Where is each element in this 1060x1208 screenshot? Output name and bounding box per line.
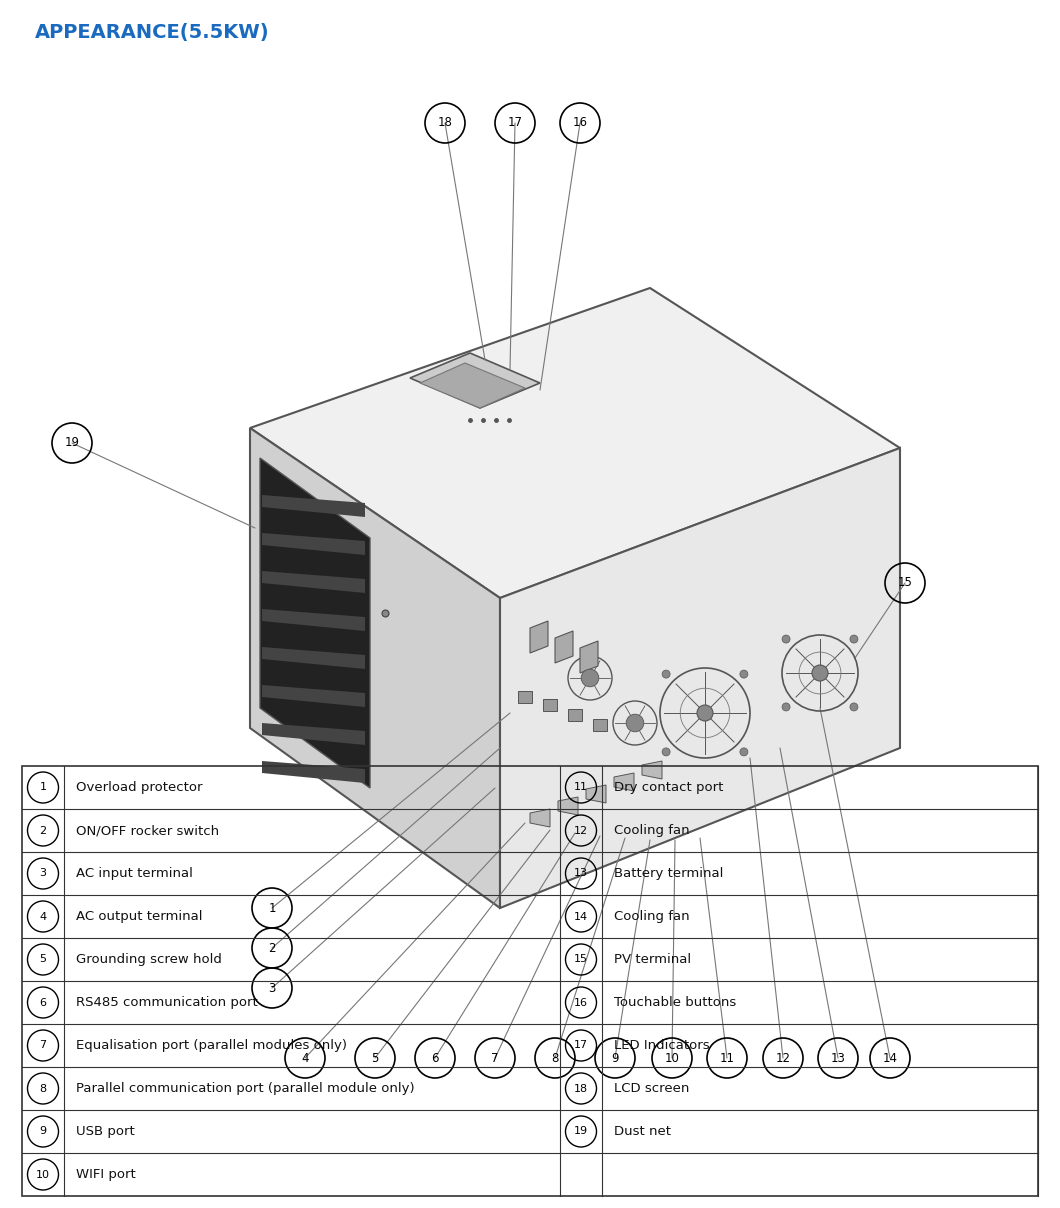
Text: 13: 13 — [831, 1051, 846, 1064]
Bar — [22, 766, 1038, 1196]
Text: 10: 10 — [36, 1169, 50, 1179]
Polygon shape — [410, 353, 540, 408]
Circle shape — [740, 670, 748, 678]
Bar — [568, 709, 582, 721]
Text: Cooling fan: Cooling fan — [614, 910, 690, 923]
Text: 8: 8 — [551, 1051, 559, 1064]
Text: 3: 3 — [268, 981, 276, 994]
Text: 7: 7 — [491, 1051, 499, 1064]
Text: 12: 12 — [573, 825, 588, 836]
Polygon shape — [262, 533, 365, 554]
Text: 6: 6 — [39, 998, 47, 1007]
Text: RS485 communication port: RS485 communication port — [76, 997, 258, 1009]
Text: Dry contact port: Dry contact port — [614, 782, 723, 794]
Circle shape — [697, 705, 713, 721]
Text: LED Indicators: LED Indicators — [614, 1039, 709, 1052]
Polygon shape — [262, 495, 365, 517]
Circle shape — [782, 703, 790, 712]
Text: Grounding screw hold: Grounding screw hold — [76, 953, 222, 966]
Polygon shape — [262, 647, 365, 669]
Circle shape — [581, 669, 599, 687]
Polygon shape — [262, 685, 365, 707]
Polygon shape — [262, 571, 365, 593]
Polygon shape — [530, 809, 550, 827]
Text: 16: 16 — [572, 116, 587, 129]
Polygon shape — [500, 448, 900, 908]
Text: PV terminal: PV terminal — [614, 953, 691, 966]
Text: 2: 2 — [39, 825, 47, 836]
Polygon shape — [420, 362, 525, 408]
Text: 4: 4 — [39, 912, 47, 922]
Circle shape — [662, 748, 670, 756]
Polygon shape — [642, 761, 662, 779]
Text: 11: 11 — [720, 1051, 735, 1064]
Circle shape — [626, 714, 643, 732]
Text: APPEARANCE(5.5KW): APPEARANCE(5.5KW) — [35, 23, 269, 42]
Bar — [543, 699, 556, 712]
Text: 1: 1 — [39, 783, 47, 792]
Polygon shape — [260, 458, 370, 788]
Text: 11: 11 — [575, 783, 588, 792]
Text: Battery terminal: Battery terminal — [614, 867, 723, 879]
Polygon shape — [262, 609, 365, 631]
Text: 7: 7 — [39, 1040, 47, 1051]
Text: 9: 9 — [39, 1127, 47, 1137]
Circle shape — [740, 748, 748, 756]
Polygon shape — [586, 785, 606, 803]
Text: 12: 12 — [776, 1051, 791, 1064]
Polygon shape — [250, 288, 900, 598]
Text: 17: 17 — [508, 116, 523, 129]
Circle shape — [850, 635, 858, 643]
Text: AC output terminal: AC output terminal — [76, 910, 202, 923]
Polygon shape — [262, 761, 365, 783]
Polygon shape — [558, 797, 578, 815]
Bar — [593, 719, 607, 731]
Text: 5: 5 — [39, 954, 47, 964]
Text: 6: 6 — [431, 1051, 439, 1064]
Text: 15: 15 — [575, 954, 588, 964]
Text: 14: 14 — [883, 1051, 898, 1064]
Text: 18: 18 — [438, 116, 453, 129]
Circle shape — [662, 670, 670, 678]
Polygon shape — [250, 428, 500, 908]
Polygon shape — [614, 773, 634, 791]
Text: 18: 18 — [573, 1084, 588, 1093]
Text: Dust net: Dust net — [614, 1125, 671, 1138]
Polygon shape — [262, 724, 365, 745]
Text: Equalisation port (parallel modules only): Equalisation port (parallel modules only… — [76, 1039, 347, 1052]
Bar — [518, 691, 532, 703]
Text: 3: 3 — [39, 869, 47, 878]
Text: 10: 10 — [665, 1051, 679, 1064]
Text: 15: 15 — [898, 576, 913, 590]
Text: LCD screen: LCD screen — [614, 1082, 689, 1094]
Text: 2: 2 — [268, 941, 276, 954]
Text: 13: 13 — [575, 869, 588, 878]
Circle shape — [782, 635, 790, 643]
Text: USB port: USB port — [76, 1125, 135, 1138]
Text: Cooling fan: Cooling fan — [614, 824, 690, 837]
Text: ON/OFF rocker switch: ON/OFF rocker switch — [76, 824, 219, 837]
Text: Parallel communication port (parallel module only): Parallel communication port (parallel mo… — [76, 1082, 414, 1094]
Text: 5: 5 — [371, 1051, 378, 1064]
Text: Overload protector: Overload protector — [76, 782, 202, 794]
Text: 14: 14 — [573, 912, 588, 922]
Text: 19: 19 — [65, 436, 80, 449]
Text: 8: 8 — [39, 1084, 47, 1093]
Polygon shape — [580, 641, 598, 673]
Text: 16: 16 — [575, 998, 588, 1007]
Polygon shape — [530, 621, 548, 654]
Text: 4: 4 — [301, 1051, 308, 1064]
Circle shape — [850, 703, 858, 712]
Text: 1: 1 — [268, 901, 276, 914]
Polygon shape — [555, 631, 573, 663]
Circle shape — [812, 664, 828, 681]
Text: 9: 9 — [612, 1051, 619, 1064]
Text: Touchable buttons: Touchable buttons — [614, 997, 737, 1009]
Text: WIFI port: WIFI port — [76, 1168, 136, 1181]
Text: 17: 17 — [573, 1040, 588, 1051]
Text: 19: 19 — [573, 1127, 588, 1137]
Text: AC input terminal: AC input terminal — [76, 867, 193, 879]
